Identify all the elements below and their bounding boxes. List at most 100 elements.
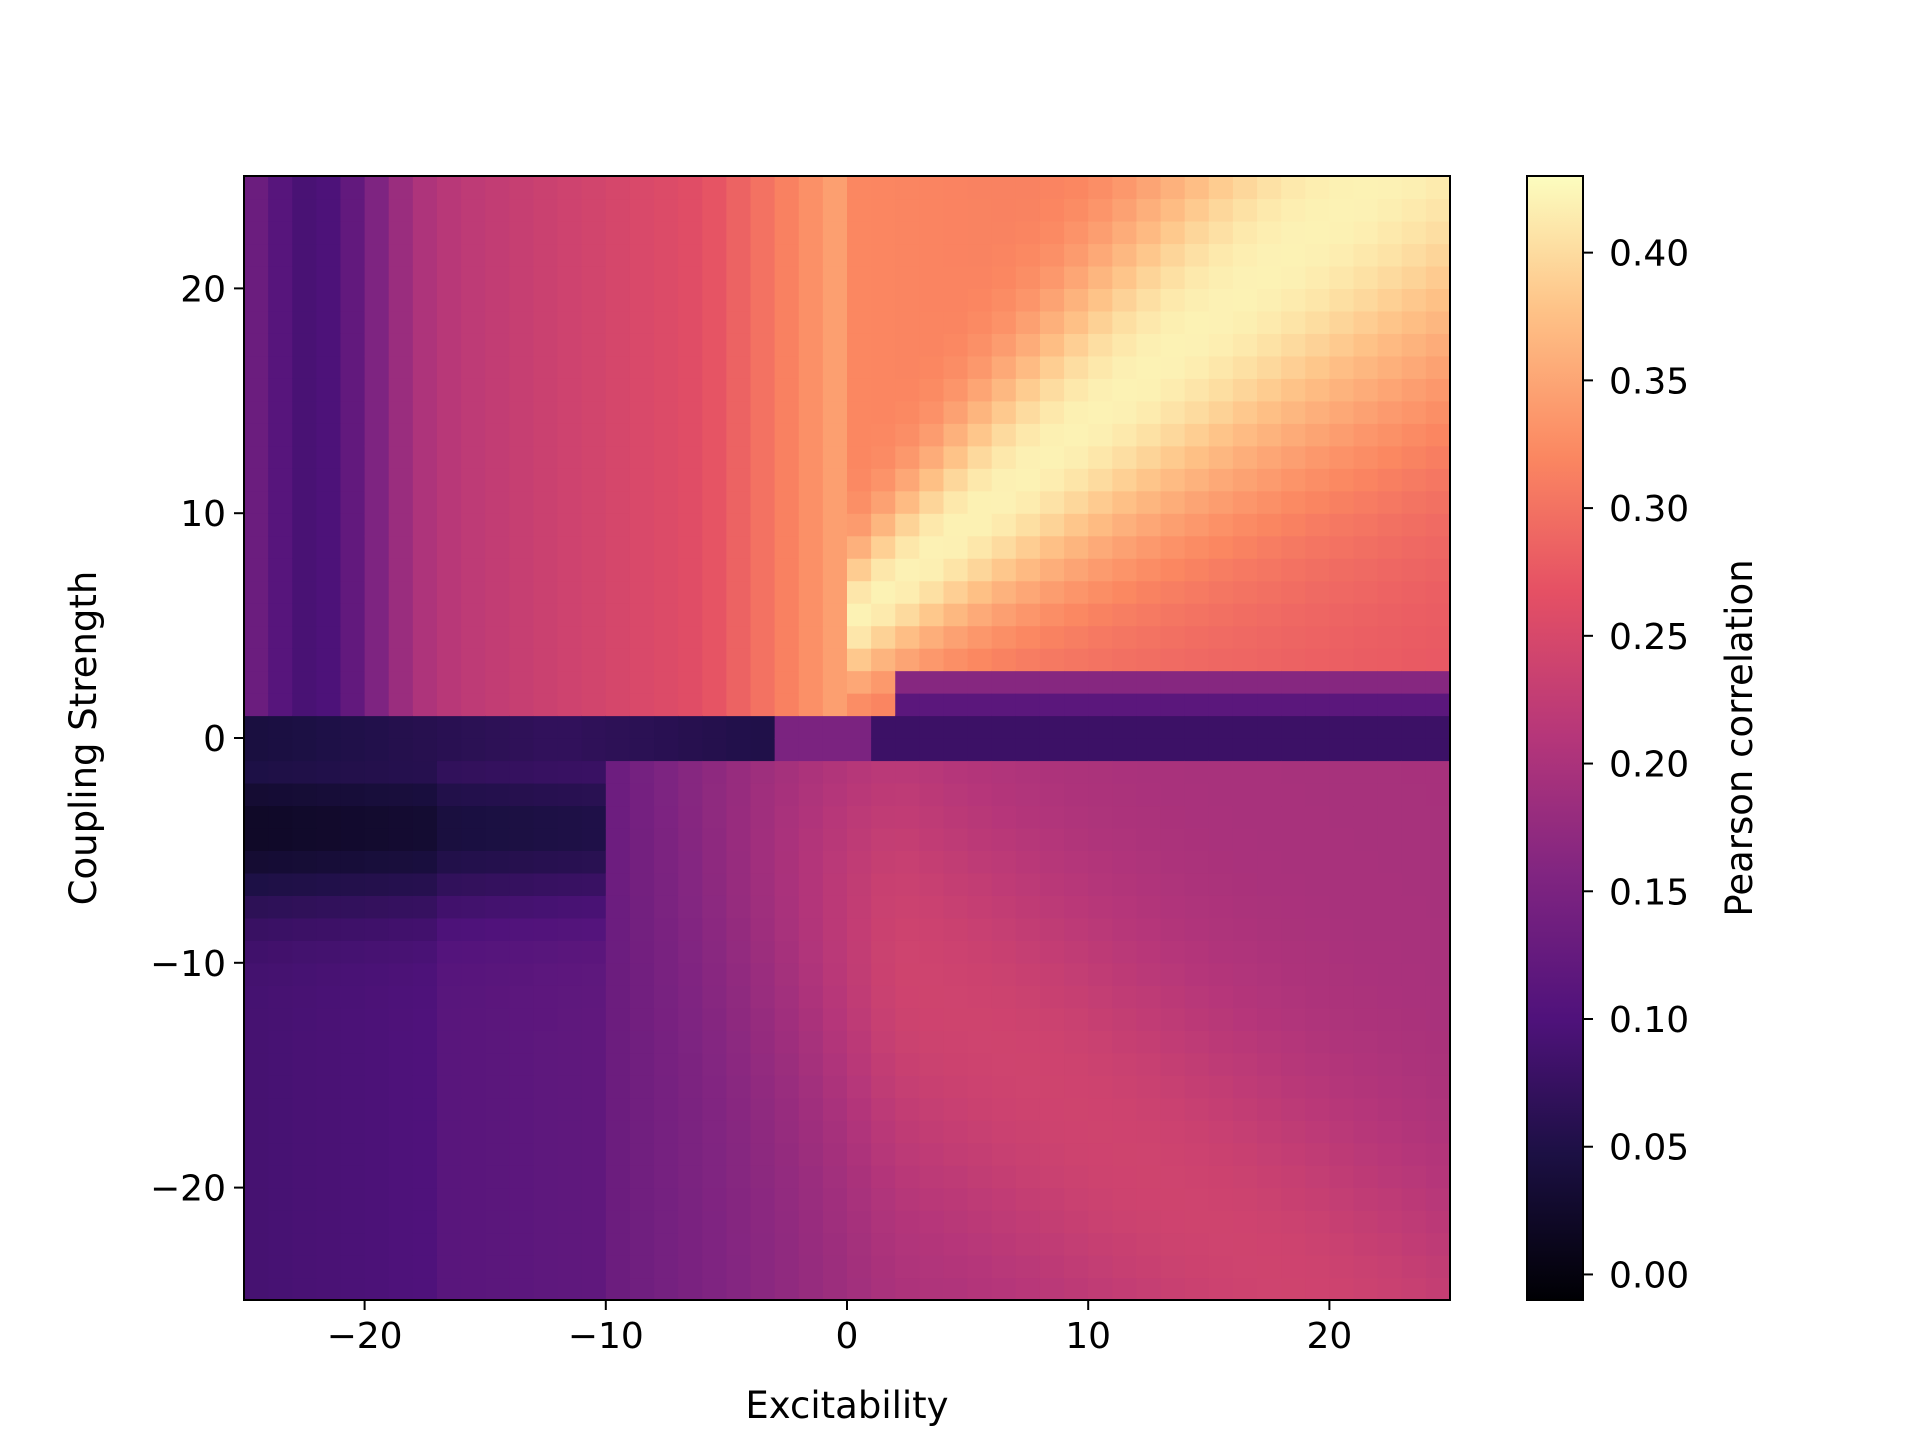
- heatmap-cell: [316, 1232, 342, 1256]
- heatmap-cell: [1208, 1277, 1234, 1301]
- heatmap-cell: [268, 378, 293, 402]
- heatmap-cell: [919, 1277, 945, 1301]
- heatmap-cell: [1088, 535, 1113, 559]
- heatmap-cell: [1257, 760, 1282, 784]
- heatmap-cell: [1425, 288, 1451, 312]
- heatmap-cell: [1232, 1120, 1258, 1144]
- heatmap-cell: [244, 1030, 269, 1054]
- heatmap-cell: [1088, 1187, 1113, 1211]
- heatmap-cell: [364, 715, 390, 739]
- heatmap-cell: [822, 198, 848, 222]
- heatmap-cell: [871, 423, 896, 447]
- heatmap-cell: [726, 1255, 752, 1279]
- heatmap-cell: [316, 490, 342, 514]
- heatmap-cell: [605, 265, 631, 289]
- heatmap-cell: [798, 1030, 824, 1054]
- heatmap-cell: [1305, 468, 1330, 492]
- heatmap-cell: [919, 355, 945, 379]
- heatmap-cell: [726, 1210, 752, 1234]
- heatmap-cell: [1401, 985, 1427, 1009]
- heatmap-cell: [1232, 333, 1258, 357]
- heatmap-cell: [1401, 1210, 1427, 1234]
- heatmap-cell: [388, 243, 414, 267]
- heatmap-cell: [1015, 940, 1041, 964]
- heatmap-cell: [533, 1232, 559, 1256]
- heatmap-cell: [967, 782, 993, 807]
- heatmap-cell: [1015, 603, 1041, 627]
- heatmap-cell: [1136, 940, 1162, 964]
- heatmap-cell: [726, 782, 752, 807]
- heatmap-cell: [678, 648, 703, 672]
- heatmap-cell: [1281, 490, 1306, 514]
- heatmap-cell: [485, 1075, 510, 1099]
- heatmap-cell: [364, 558, 390, 582]
- heatmap-cell: [1232, 400, 1258, 424]
- heatmap-cell: [991, 805, 1017, 829]
- heatmap-cell: [919, 738, 945, 762]
- heatmap-cell: [847, 603, 872, 627]
- heatmap-cell: [1136, 715, 1162, 739]
- heatmap-cell: [822, 625, 848, 649]
- heatmap-cell: [316, 288, 342, 312]
- heatmap-cell: [1425, 715, 1451, 739]
- heatmap-cell: [1112, 558, 1138, 582]
- heatmap-cell: [726, 580, 752, 604]
- heatmap-cell: [268, 693, 293, 717]
- heatmap-cell: [605, 1075, 631, 1099]
- heatmap-cell: [1015, 558, 1041, 582]
- heatmap-cell: [629, 1142, 655, 1166]
- heatmap-cell: [774, 333, 800, 357]
- heatmap-cell: [244, 243, 269, 267]
- heatmap-cell: [1305, 558, 1330, 582]
- heatmap-cell: [557, 985, 583, 1009]
- heatmap-cell: [1064, 468, 1089, 492]
- heatmap-cell: [1281, 176, 1306, 200]
- heatmap-cell: [702, 693, 727, 717]
- heatmap-cell: [750, 1232, 776, 1256]
- heatmap-cell: [292, 445, 317, 469]
- heatmap-cell: [1208, 243, 1234, 267]
- heatmap-cell: [268, 445, 293, 469]
- heatmap-cell: [1329, 558, 1355, 582]
- heatmap-cell: [798, 1142, 824, 1166]
- heatmap-cell: [364, 423, 390, 447]
- heatmap-cell: [388, 1187, 414, 1211]
- heatmap-cell: [1208, 355, 1234, 379]
- heatmap-cell: [702, 805, 727, 829]
- heatmap-cell: [702, 1097, 727, 1121]
- heatmap-cell: [798, 805, 824, 829]
- heatmap-cell: [726, 310, 752, 334]
- heatmap-cell: [1281, 715, 1306, 739]
- heatmap-cell: [847, 1277, 872, 1301]
- heatmap-cell: [1015, 1120, 1041, 1144]
- heatmap-cell: [750, 1255, 776, 1279]
- heatmap-cell: [774, 1142, 800, 1166]
- heatmap-cell: [292, 1232, 317, 1256]
- heatmap-cell: [798, 198, 824, 222]
- heatmap-cell: [1401, 827, 1427, 851]
- heatmap-cell: [436, 198, 462, 222]
- heatmap-cell: [364, 1165, 390, 1189]
- heatmap-cell: [871, 1255, 896, 1279]
- heatmap-cell: [1088, 176, 1113, 200]
- heatmap-cell: [485, 1187, 510, 1211]
- heatmap-cell: [292, 355, 317, 379]
- heatmap-cell: [1353, 333, 1379, 357]
- heatmap-cell: [895, 243, 920, 267]
- heatmap-cell: [1305, 1142, 1330, 1166]
- heatmap-cell: [1039, 288, 1065, 312]
- heatmap-cell: [726, 355, 752, 379]
- heatmap-cell: [1064, 1255, 1089, 1279]
- heatmap-cell: [557, 1277, 583, 1301]
- heatmap-cell: [292, 1007, 317, 1031]
- heatmap-cell: [1377, 490, 1403, 514]
- heatmap-cell: [1353, 760, 1379, 784]
- heatmap-cell: [1064, 1232, 1089, 1256]
- heatmap-cell: [436, 1210, 462, 1234]
- heatmap-cell: [847, 176, 872, 200]
- heatmap-cell: [268, 333, 293, 357]
- heatmap-cell: [388, 468, 414, 492]
- heatmap-cell: [1281, 1165, 1306, 1189]
- heatmap-cell: [1401, 1255, 1427, 1279]
- heatmap-cell: [1136, 827, 1162, 851]
